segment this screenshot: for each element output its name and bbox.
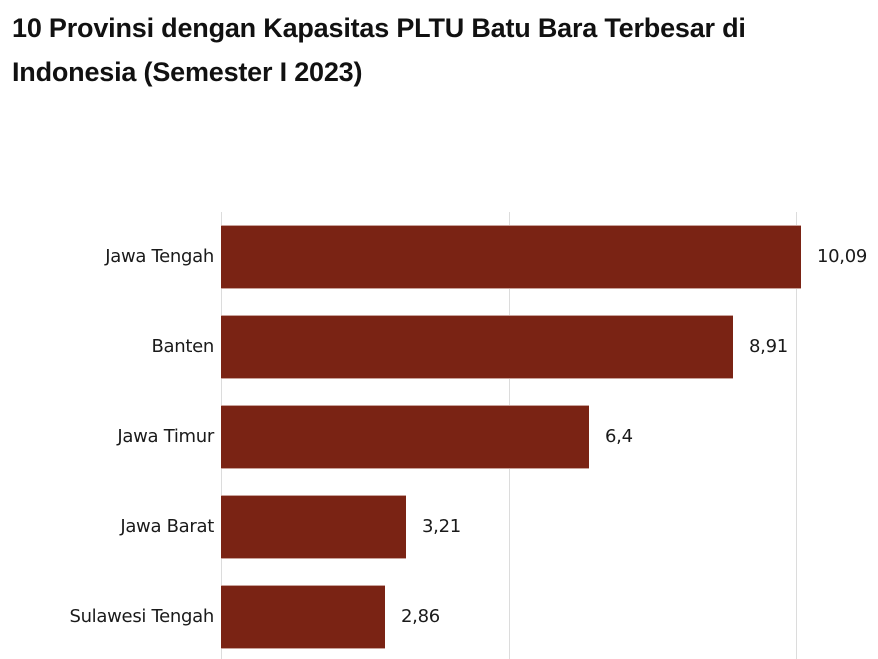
gridline (796, 212, 797, 659)
value-label: 2,86 (401, 606, 440, 627)
bar[interactable] (221, 586, 385, 648)
bar[interactable] (221, 316, 733, 378)
category-label: Banten (151, 336, 214, 357)
value-label: 10,09 (817, 246, 868, 267)
chart-title: 10 Provinsi dengan Kapasitas PLTU Batu B… (12, 13, 746, 87)
bar[interactable] (221, 406, 589, 468)
bar[interactable] (221, 496, 406, 558)
value-label: 8,91 (749, 336, 788, 357)
category-label: Jawa Tengah (105, 246, 214, 267)
category-label: Jawa Timur (117, 426, 214, 447)
category-label: Sulawesi Tengah (69, 606, 214, 627)
value-label: 3,21 (422, 516, 461, 537)
bar[interactable] (221, 226, 801, 288)
value-label: 6,4 (605, 426, 633, 447)
category-label: Jawa Barat (120, 516, 214, 537)
